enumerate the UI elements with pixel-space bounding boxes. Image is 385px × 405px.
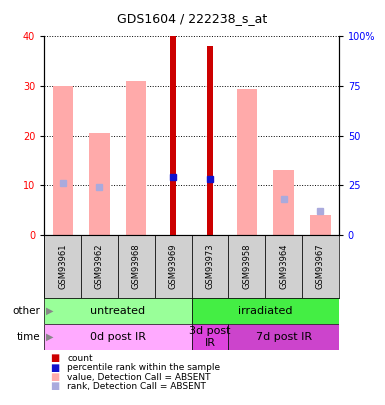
Text: percentile rank within the sample: percentile rank within the sample (67, 363, 221, 372)
Text: 7d post IR: 7d post IR (256, 332, 311, 342)
Text: irradiated: irradiated (238, 306, 293, 316)
Text: time: time (17, 332, 40, 342)
Bar (228, 235, 265, 298)
Bar (155, 235, 192, 298)
Bar (44, 298, 192, 324)
Bar (265, 235, 302, 298)
Bar (126, 81, 146, 235)
Text: ■: ■ (50, 382, 59, 391)
Bar (310, 215, 330, 235)
Text: ▶: ▶ (46, 306, 54, 316)
Text: count: count (67, 354, 93, 363)
Bar (228, 324, 339, 350)
Text: GSM93958: GSM93958 (242, 243, 251, 289)
Text: GSM93967: GSM93967 (316, 243, 325, 289)
Text: 3d post
IR: 3d post IR (189, 326, 231, 348)
Text: ▶: ▶ (46, 332, 54, 342)
Bar (89, 133, 110, 235)
Bar (192, 235, 228, 298)
Text: untreated: untreated (90, 306, 146, 316)
Bar (81, 235, 118, 298)
Bar (44, 235, 81, 298)
Bar (192, 298, 339, 324)
Text: value, Detection Call = ABSENT: value, Detection Call = ABSENT (67, 373, 211, 382)
Text: 0d post IR: 0d post IR (90, 332, 146, 342)
Text: GDS1604 / 222238_s_at: GDS1604 / 222238_s_at (117, 12, 268, 25)
Bar (44, 324, 192, 350)
Bar (170, 36, 176, 235)
Bar (118, 235, 155, 298)
Text: GSM93964: GSM93964 (279, 243, 288, 289)
Bar (207, 47, 213, 235)
Bar (237, 89, 257, 235)
Text: rank, Detection Call = ABSENT: rank, Detection Call = ABSENT (67, 382, 206, 391)
Text: ■: ■ (50, 363, 59, 373)
Text: GSM93968: GSM93968 (132, 243, 141, 289)
Bar (302, 235, 339, 298)
Text: other: other (13, 306, 40, 316)
Text: ■: ■ (50, 372, 59, 382)
Text: GSM93961: GSM93961 (58, 243, 67, 289)
Text: GSM93962: GSM93962 (95, 243, 104, 289)
Bar (273, 171, 294, 235)
Bar (192, 324, 228, 350)
Text: ■: ■ (50, 354, 59, 363)
Text: GSM93969: GSM93969 (169, 243, 177, 289)
Text: GSM93973: GSM93973 (206, 243, 214, 289)
Bar (53, 86, 73, 235)
